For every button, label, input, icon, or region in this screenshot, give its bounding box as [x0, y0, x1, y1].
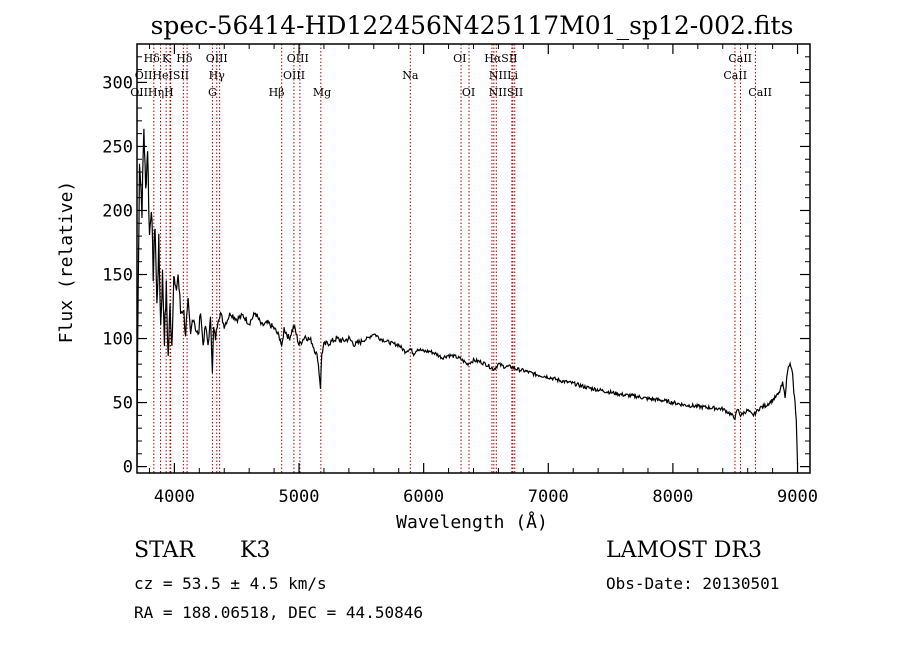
line-label: NIILi: [489, 69, 519, 82]
line-label: OIIHηH: [130, 86, 173, 99]
line-label: Hγ: [209, 69, 226, 82]
x-tick-label: 6000: [403, 487, 444, 507]
line-label: Hδ: [144, 52, 161, 65]
line-label: CaII: [728, 52, 752, 65]
y-tick-label: 100: [102, 330, 133, 350]
coordinates: RA = 188.06518, DEC = 44.50846: [134, 603, 423, 622]
x-tick-label: 4000: [154, 487, 195, 507]
line-label: Hβ: [269, 86, 285, 99]
line-label: OI: [462, 86, 475, 99]
x-tick-label: 8000: [652, 487, 693, 507]
line-label: CaII: [748, 86, 772, 99]
line-label: Hδ: [176, 52, 193, 65]
y-tick-label: 250: [102, 137, 133, 157]
x-tick-label: 9000: [777, 487, 818, 507]
y-axis-label: Flux (relative): [56, 181, 77, 344]
spectral-line-markers: [153, 44, 756, 473]
line-label: Mg: [313, 86, 331, 99]
line-label: OIII: [283, 69, 305, 82]
x-axis-ticks: 4000 5000 6000 7000 8000 9000: [148, 44, 818, 507]
x-tick-label: 7000: [528, 487, 569, 507]
x-tick-label: 5000: [279, 487, 320, 507]
line-label: OIII: [206, 52, 228, 65]
spectrum-line: [136, 128, 799, 467]
chart-title: spec-56414-HD122456N425117M01_sp12-002.f…: [151, 11, 794, 40]
line-label: G: [208, 86, 217, 99]
y-tick-label: 50: [113, 394, 133, 414]
y-tick-label: 0: [123, 458, 133, 478]
y-tick-label: 200: [102, 201, 133, 221]
line-label: HαSII: [484, 52, 517, 65]
observation-date: Obs-Date: 20130501: [606, 574, 780, 593]
line-label: OI: [453, 52, 466, 65]
object-subclass: K3: [240, 538, 271, 563]
x-axis-label: Wavelength (Å): [396, 511, 548, 533]
redshift-cz: cz = 53.5 ± 4.5 km/s: [134, 574, 327, 593]
y-tick-label: 300: [102, 73, 133, 93]
line-label: OIII: [287, 52, 309, 65]
object-class: STAR: [134, 538, 195, 563]
y-tick-label: 150: [102, 266, 133, 286]
line-label: OIIHeISII: [135, 69, 189, 82]
line-label: K: [162, 52, 171, 65]
line-label: NIISII: [489, 86, 524, 99]
line-label: CaII: [723, 69, 747, 82]
line-label: Na: [402, 69, 419, 82]
survey-name: LAMOST DR3: [606, 538, 762, 563]
y-axis-ticks: 0 50 100 150 200 250 300: [102, 56, 810, 478]
